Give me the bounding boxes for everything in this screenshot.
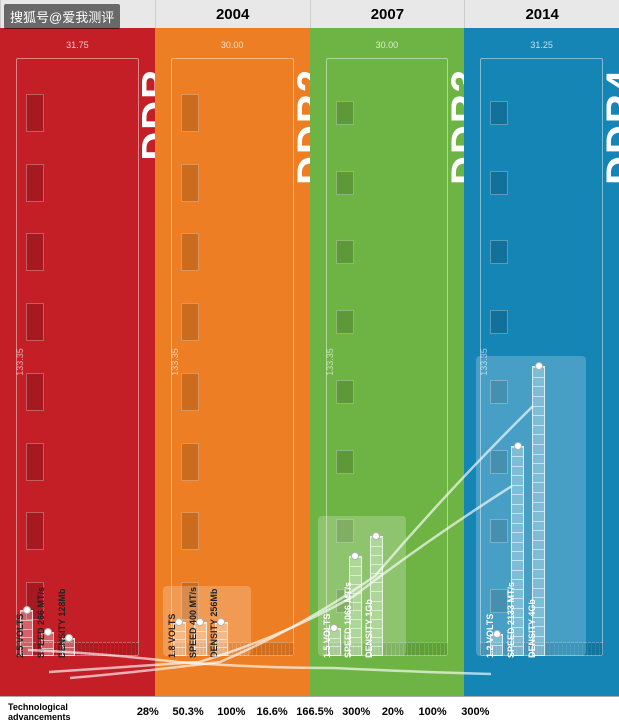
footer-value: 16.6% bbox=[257, 706, 288, 718]
panel-ddr: 31.75133.35DDR2.5 VOLTSSPEED 266 MT/sDEN… bbox=[0, 28, 155, 696]
bar-dot bbox=[514, 442, 522, 450]
bar-group: 1.5 VOLTSSPEED 1066 MT/sDENSITY 1Gb bbox=[328, 536, 383, 656]
stat-bar: 1.8 VOLTS bbox=[173, 622, 186, 656]
footer-row: Technological advancements 28% 50.3% 100% 1… bbox=[0, 696, 619, 726]
generation-label: DDR4 bbox=[599, 68, 619, 185]
year-cell: 2014 bbox=[464, 0, 619, 28]
height-dimension: 133.35 bbox=[15, 348, 25, 376]
bar-group: 2.5 VOLTS SPEED 266 MT/s DENSITY 128Mb bbox=[20, 610, 75, 656]
footer-value: 100% bbox=[217, 706, 245, 718]
width-dimension: 31.25 bbox=[530, 40, 553, 50]
bar-label: DENSITY 128Mb bbox=[57, 589, 67, 658]
bar-dot bbox=[330, 624, 338, 632]
bar-dot bbox=[351, 552, 359, 560]
stat-bar: SPEED 1066 MT/s bbox=[349, 556, 362, 656]
bar-label: SPEED 266 MT/s bbox=[36, 587, 46, 658]
stat-bar: 2.5 VOLTS bbox=[20, 610, 33, 656]
width-dimension: 30.00 bbox=[221, 40, 244, 50]
stat-bar: 1.2 VOLTS bbox=[490, 634, 503, 656]
stat-bar: 1.5 VOLTS bbox=[328, 628, 341, 656]
width-dimension: 31.75 bbox=[66, 40, 89, 50]
bar-dot bbox=[65, 634, 73, 642]
footer-cell: 28% 50.3% 100% bbox=[130, 706, 252, 718]
stat-bar: SPEED 266 MT/s bbox=[41, 632, 54, 656]
footer-value: 28% bbox=[137, 706, 159, 718]
footer-label: Technological advancements bbox=[0, 702, 130, 722]
year-cell: 2004 bbox=[155, 0, 310, 28]
bar-label: DENSITY 4Gb bbox=[527, 599, 537, 658]
footer-value: 20% bbox=[382, 706, 404, 718]
bar-group: 1.8 VOLTS SPEED 400 MT/s DENSITY 256Mb bbox=[173, 622, 228, 656]
bar-group: 1.2 VOLTSSPEED 2133 MT/sDENSITY 4Gb bbox=[490, 366, 545, 656]
bar-dot bbox=[493, 630, 501, 638]
bar-label: SPEED 2133 MT/s bbox=[506, 582, 516, 658]
footer-cell: 20% 100% 300% bbox=[375, 706, 497, 718]
bar-dot bbox=[44, 628, 52, 636]
year-cell: 2007 bbox=[310, 0, 465, 28]
panel-ddr2: 30.00133.35DDR21.8 VOLTSSPEED 400 MT/sDE… bbox=[155, 28, 310, 696]
stat-bar: DENSITY 256Mb bbox=[215, 622, 228, 656]
bar-dot bbox=[372, 532, 380, 540]
watermark: 搜狐号@爱我测评 bbox=[4, 4, 120, 29]
bar-dot bbox=[196, 618, 204, 626]
bar-dot bbox=[535, 362, 543, 370]
panel-ddr4: 31.25133.35DDR41.2 VOLTSSPEED 2133 MT/sD… bbox=[464, 28, 619, 696]
footer-value: 50.3% bbox=[172, 706, 203, 718]
width-dimension: 30.00 bbox=[376, 40, 399, 50]
bar-label: SPEED 1066 MT/s bbox=[343, 582, 353, 658]
footer-value: 300% bbox=[461, 706, 489, 718]
memory-chips bbox=[181, 78, 199, 636]
footer-value: 100% bbox=[418, 706, 446, 718]
bar-label: DENSITY 1Gb bbox=[364, 599, 374, 658]
stat-bar: DENSITY 1Gb bbox=[370, 536, 383, 656]
bar-label: 2.5 VOLTS bbox=[15, 614, 25, 658]
bar-dot bbox=[23, 606, 31, 614]
panels-row: 31.75133.35DDR2.5 VOLTSSPEED 266 MT/sDEN… bbox=[0, 28, 619, 696]
bar-label: 1.5 VOLTS bbox=[322, 614, 332, 658]
bar-dot bbox=[175, 618, 183, 626]
height-dimension: 133.35 bbox=[324, 348, 334, 376]
stat-bar: DENSITY 128Mb bbox=[62, 638, 75, 656]
infographic-container: ----200420072014 31.75133.35DDR2.5 VOLTS… bbox=[0, 0, 619, 726]
stat-bar: DENSITY 4Gb bbox=[532, 366, 545, 656]
height-dimension: 133.35 bbox=[170, 348, 180, 376]
footer-cell: 16.6% 166.5% 300% bbox=[252, 706, 374, 718]
stat-bar: SPEED 2133 MT/s bbox=[511, 446, 524, 656]
stat-bar: SPEED 400 MT/s bbox=[194, 622, 207, 656]
footer-value: 166.5% bbox=[296, 706, 333, 718]
panel-ddr3: 30.00133.35DDR31.5 VOLTSSPEED 1066 MT/sD… bbox=[310, 28, 465, 696]
bar-dot bbox=[217, 618, 225, 626]
footer-value: 300% bbox=[342, 706, 370, 718]
memory-chips bbox=[26, 78, 44, 636]
